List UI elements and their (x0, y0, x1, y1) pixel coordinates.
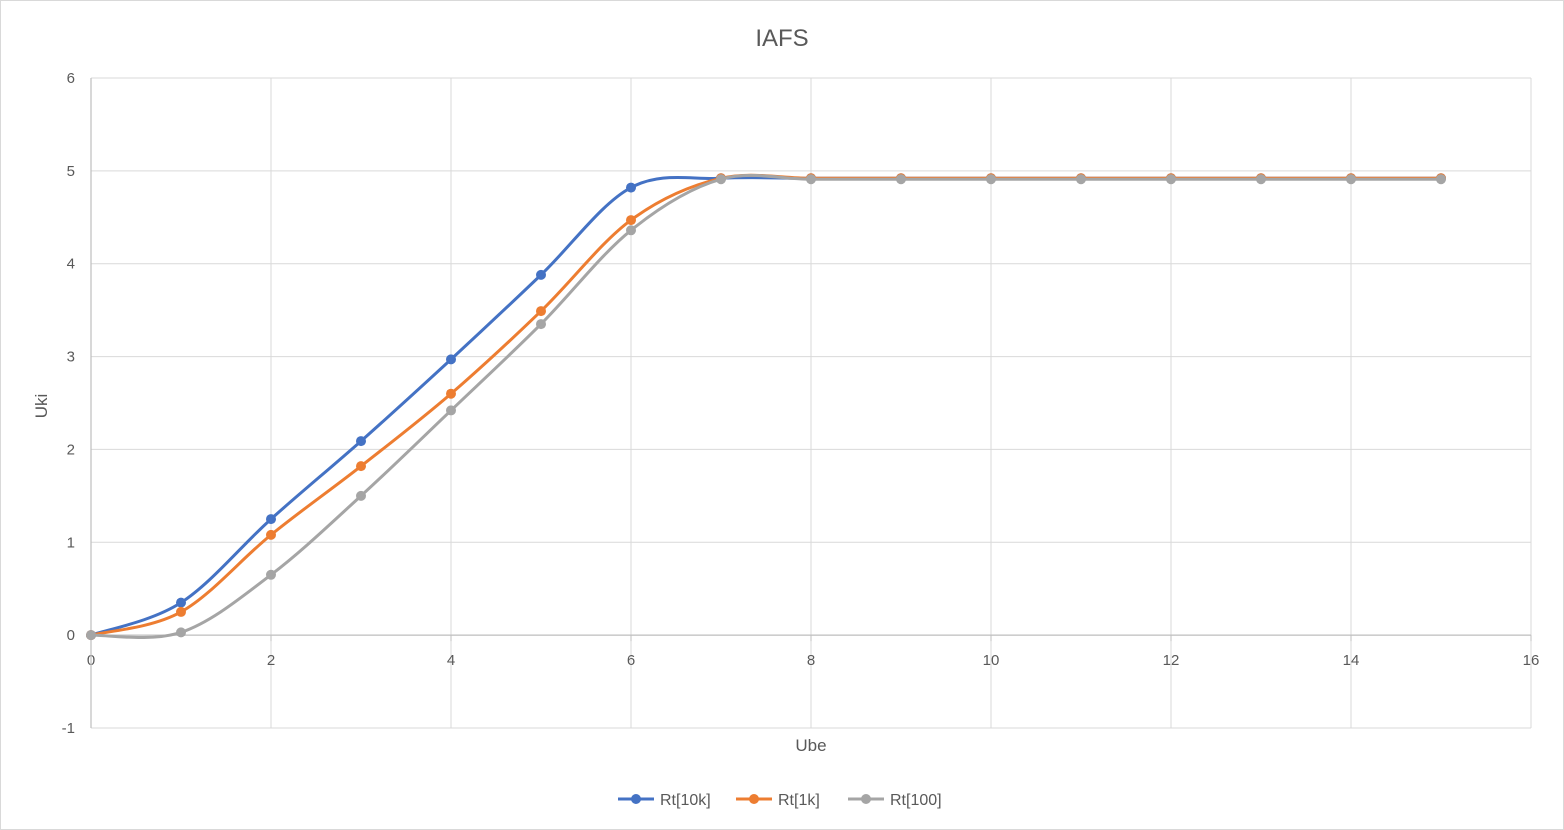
legend-item: Rt[100] (848, 792, 942, 809)
data-point (266, 569, 276, 580)
data-point (1436, 174, 1446, 185)
x-tick-label: 12 (1163, 652, 1180, 669)
x-tick-label: 2 (267, 652, 275, 669)
legend-label: Rt[100] (890, 792, 942, 809)
data-point (86, 630, 96, 641)
series-line-0 (90, 175, 1441, 637)
data-point (176, 627, 186, 638)
data-point (266, 514, 276, 525)
legend: Rt[10k] Rt[1k] Rt[100] (618, 792, 942, 809)
data-point (1166, 174, 1176, 185)
data-point (896, 174, 906, 185)
series-line-2 (90, 173, 1441, 640)
y-axis-label: Uki (32, 394, 51, 419)
data-point (176, 597, 186, 608)
data-point (986, 174, 996, 185)
data-point (356, 490, 366, 501)
series-layer (86, 173, 1446, 641)
data-point (536, 306, 546, 317)
legend-swatch-marker (631, 794, 641, 804)
legend-item: Rt[1k] (736, 792, 820, 809)
data-point (446, 354, 456, 365)
data-point (626, 182, 636, 193)
x-tick-label: 8 (807, 652, 815, 669)
legend-swatch-marker (861, 794, 871, 804)
y-tick-label: 4 (67, 256, 75, 273)
data-point (1256, 174, 1266, 185)
data-point (446, 405, 456, 416)
y-tick-label: -1 (62, 720, 75, 737)
data-point (446, 388, 456, 399)
chart-title: IAFS (755, 25, 808, 52)
data-point (806, 174, 816, 185)
x-tick-label: 16 (1523, 652, 1540, 669)
legend-swatch-marker (749, 794, 759, 804)
data-point (1346, 174, 1356, 185)
data-point (536, 269, 546, 280)
data-point (356, 436, 366, 447)
y-tick-label: 0 (67, 627, 75, 644)
legend-label: Rt[1k] (778, 792, 820, 809)
x-tick-label: 10 (983, 652, 1000, 669)
data-point (716, 174, 726, 185)
data-point (626, 215, 636, 226)
x-tick-label: 4 (447, 652, 455, 669)
data-point (356, 461, 366, 472)
legend-item: Rt[10k] (618, 792, 711, 809)
data-point (626, 225, 636, 236)
data-point (176, 606, 186, 617)
series-line-1 (90, 173, 1441, 637)
y-tick-label: 6 (67, 70, 75, 87)
y-tick-label: 2 (67, 441, 75, 458)
data-point (536, 319, 546, 330)
data-point (266, 529, 276, 540)
y-tick-label: 5 (67, 163, 75, 180)
x-axis-label: Ube (795, 736, 826, 755)
y-tick-label: 1 (67, 534, 75, 551)
x-tick-label: 6 (627, 652, 635, 669)
x-tick-label: 14 (1343, 652, 1360, 669)
legend-label: Rt[10k] (660, 792, 711, 809)
y-tick-label: 3 (67, 349, 75, 366)
data-point (1076, 174, 1086, 185)
